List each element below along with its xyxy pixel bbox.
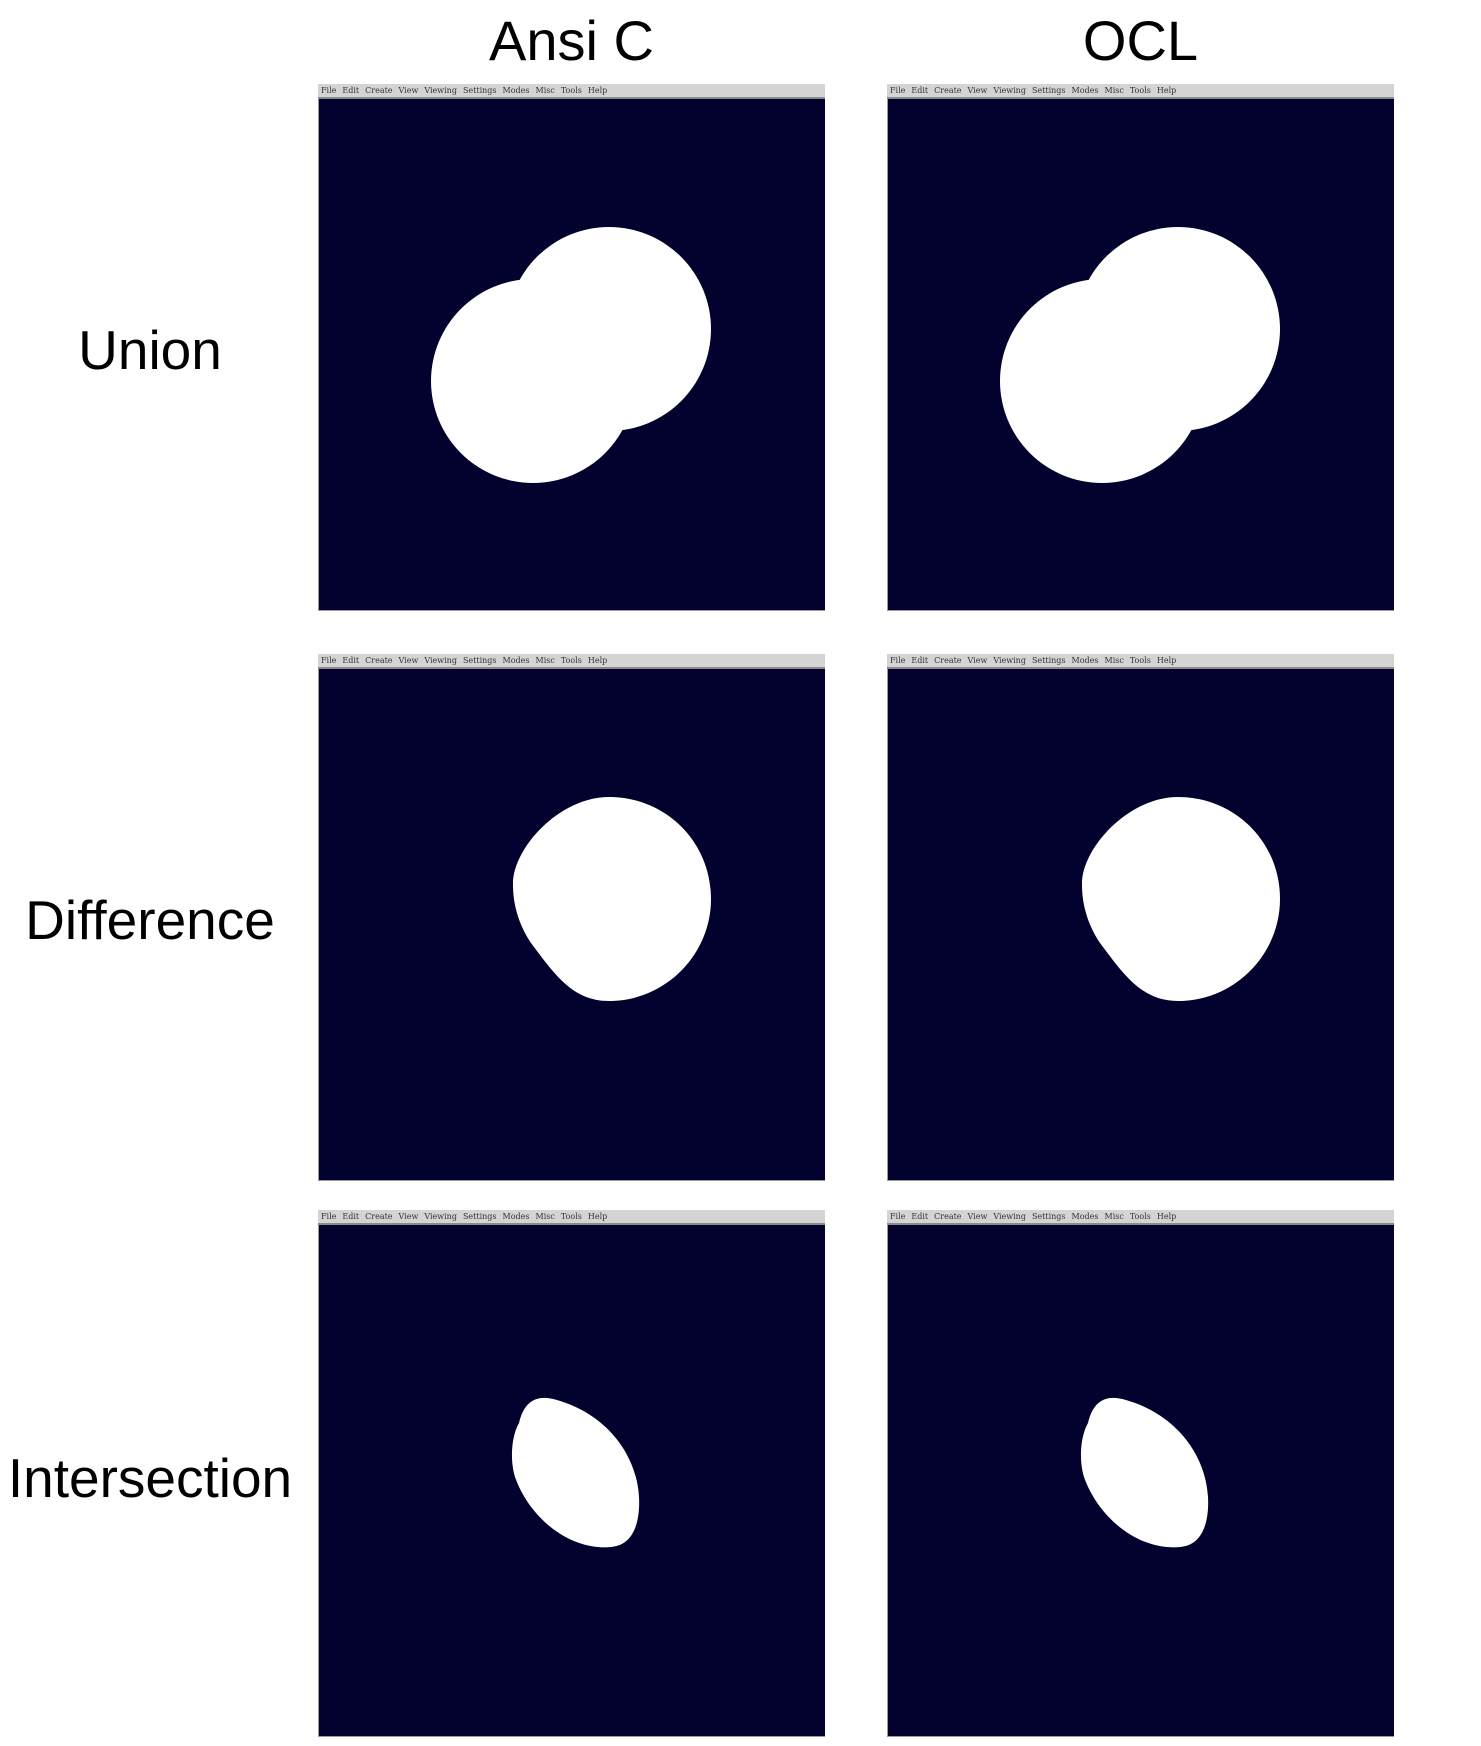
window-ocl-union: File Edit Create View Viewing Settings Modes Mi… — [887, 84, 1394, 611]
menu-item-modes[interactable]: Modes — [503, 655, 530, 667]
row-label-union: Union — [0, 320, 300, 380]
menu-bar: File Edit Create View Viewing Settings Modes Mi… — [887, 1210, 1394, 1225]
render-viewport — [887, 99, 1394, 611]
menu-item-edit[interactable]: Edit — [342, 85, 359, 97]
difference-shape — [319, 669, 825, 1181]
render-viewport — [318, 99, 825, 611]
menu-item-tools[interactable]: Tools — [561, 85, 582, 97]
menu-item-viewing[interactable]: Viewing — [993, 1211, 1026, 1223]
menu-item-tools[interactable]: Tools — [561, 1211, 582, 1223]
menu-item-tools[interactable]: Tools — [1130, 1211, 1151, 1223]
menu-item-viewing[interactable]: Viewing — [993, 85, 1026, 97]
menu-item-misc[interactable]: Misc — [536, 85, 555, 97]
menu-bar: File Edit Create View Viewing Settings Modes Mi… — [318, 84, 825, 99]
window-ocl-difference: File Edit Create View Viewing Settings Modes Mi… — [887, 654, 1394, 1181]
menu-item-modes[interactable]: Modes — [1072, 655, 1099, 667]
menu-item-create[interactable]: Create — [365, 1211, 392, 1223]
menu-item-edit[interactable]: Edit — [911, 85, 928, 97]
menu-item-misc[interactable]: Misc — [1105, 85, 1124, 97]
menu-item-misc[interactable]: Misc — [1105, 655, 1124, 667]
row-label-intersection: Intersection — [0, 1448, 300, 1508]
menu-item-file[interactable]: File — [321, 1211, 336, 1223]
menu-item-misc[interactable]: Misc — [536, 1211, 555, 1223]
menu-item-viewing[interactable]: Viewing — [424, 655, 457, 667]
union-shape — [319, 99, 825, 611]
column-header-ocl: OCL — [887, 10, 1394, 72]
menu-item-file[interactable]: File — [890, 1211, 905, 1223]
menu-item-settings[interactable]: Settings — [463, 1211, 497, 1223]
menu-item-view[interactable]: View — [968, 85, 988, 97]
row-label-difference: Difference — [0, 890, 300, 950]
menu-bar: File Edit Create View Viewing Settings Modes Mi… — [318, 654, 825, 669]
menu-item-settings[interactable]: Settings — [1032, 655, 1066, 667]
menu-item-view[interactable]: View — [399, 85, 419, 97]
menu-item-viewing[interactable]: Viewing — [424, 85, 457, 97]
menu-item-edit[interactable]: Edit — [342, 655, 359, 667]
menu-item-view[interactable]: View — [399, 1211, 419, 1223]
render-viewport — [318, 1225, 825, 1737]
menu-item-file[interactable]: File — [890, 85, 905, 97]
menu-item-help[interactable]: Help — [1157, 1211, 1176, 1223]
menu-bar: File Edit Create View Viewing Settings Modes Mi… — [318, 1210, 825, 1225]
render-viewport — [887, 1225, 1394, 1737]
menu-item-file[interactable]: File — [321, 655, 336, 667]
menu-item-create[interactable]: Create — [934, 85, 961, 97]
menu-item-help[interactable]: Help — [588, 1211, 607, 1223]
menu-item-tools[interactable]: Tools — [1130, 85, 1151, 97]
menu-item-settings[interactable]: Settings — [1032, 85, 1066, 97]
menu-item-create[interactable]: Create — [365, 85, 392, 97]
union-shape — [888, 99, 1394, 611]
render-viewport — [887, 669, 1394, 1181]
menu-item-modes[interactable]: Modes — [503, 1211, 530, 1223]
menu-item-edit[interactable]: Edit — [911, 655, 928, 667]
menu-item-view[interactable]: View — [399, 655, 419, 667]
menu-item-help[interactable]: Help — [588, 655, 607, 667]
menu-item-viewing[interactable]: Viewing — [424, 1211, 457, 1223]
menu-item-modes[interactable]: Modes — [503, 85, 530, 97]
menu-item-modes[interactable]: Modes — [1072, 85, 1099, 97]
menu-item-settings[interactable]: Settings — [463, 85, 497, 97]
menu-item-settings[interactable]: Settings — [1032, 1211, 1066, 1223]
difference-shape — [888, 669, 1394, 1181]
intersection-shape — [888, 1225, 1394, 1737]
menu-item-create[interactable]: Create — [934, 655, 961, 667]
menu-item-tools[interactable]: Tools — [1130, 655, 1151, 667]
column-header-ansi-c: Ansi C — [318, 10, 825, 72]
menu-item-settings[interactable]: Settings — [463, 655, 497, 667]
menu-item-viewing[interactable]: Viewing — [993, 655, 1026, 667]
menu-item-file[interactable]: File — [890, 655, 905, 667]
menu-item-help[interactable]: Help — [588, 85, 607, 97]
render-viewport — [318, 669, 825, 1181]
menu-item-misc[interactable]: Misc — [1105, 1211, 1124, 1223]
menu-item-help[interactable]: Help — [1157, 85, 1176, 97]
window-ansi-c-intersection: File Edit Create View Viewing Settings Modes Mi… — [318, 1210, 825, 1737]
menu-item-edit[interactable]: Edit — [911, 1211, 928, 1223]
menu-item-misc[interactable]: Misc — [536, 655, 555, 667]
window-ocl-intersection: File Edit Create View Viewing Settings Modes Mi… — [887, 1210, 1394, 1737]
menu-item-tools[interactable]: Tools — [561, 655, 582, 667]
menu-item-file[interactable]: File — [321, 85, 336, 97]
menu-bar: File Edit Create View Viewing Settings Modes Mi… — [887, 84, 1394, 99]
window-ansi-c-difference: File Edit Create View Viewing Settings Modes Mi… — [318, 654, 825, 1181]
menu-item-edit[interactable]: Edit — [342, 1211, 359, 1223]
menu-item-view[interactable]: View — [968, 655, 988, 667]
menu-item-modes[interactable]: Modes — [1072, 1211, 1099, 1223]
menu-item-create[interactable]: Create — [934, 1211, 961, 1223]
menu-item-view[interactable]: View — [968, 1211, 988, 1223]
menu-item-create[interactable]: Create — [365, 655, 392, 667]
menu-item-help[interactable]: Help — [1157, 655, 1176, 667]
intersection-shape — [319, 1225, 825, 1737]
window-ansi-c-union: File Edit Create View Viewing Settings Modes Mi… — [318, 84, 825, 611]
menu-bar: File Edit Create View Viewing Settings Modes Mi… — [887, 654, 1394, 669]
